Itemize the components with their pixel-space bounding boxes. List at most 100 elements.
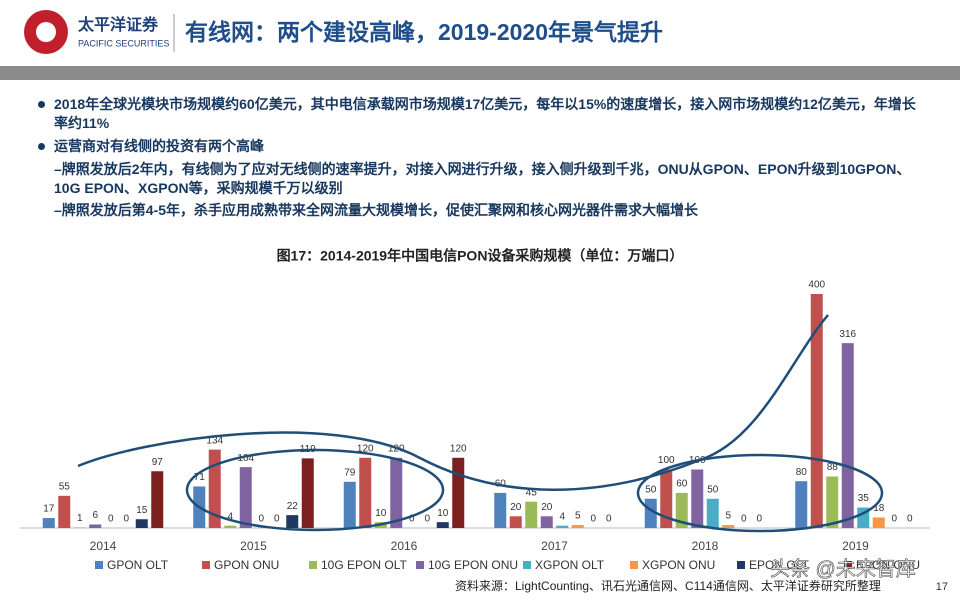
bar	[691, 469, 704, 528]
value-label: 97	[152, 457, 164, 468]
bullet-text: 运营商对有线侧的投资有两个高峰	[54, 138, 264, 154]
value-label: 5	[575, 511, 581, 522]
bar	[494, 492, 507, 528]
legend-label: XGPON ONU	[642, 558, 715, 572]
value-label: 80	[796, 467, 808, 478]
value-label: 18	[873, 503, 885, 514]
bar	[436, 522, 449, 528]
x-tick-label: 2016	[391, 539, 418, 553]
bar	[286, 515, 299, 528]
value-label: 20	[541, 502, 553, 513]
value-label: 1	[77, 513, 83, 524]
value-label: 0	[108, 514, 114, 525]
bar	[722, 525, 735, 528]
value-label: 0	[590, 514, 596, 525]
header-bar	[0, 66, 960, 80]
value-label: 134	[206, 435, 223, 446]
bar	[390, 457, 403, 528]
legend-label: GPON OLT	[107, 558, 169, 572]
value-label: 316	[839, 329, 856, 340]
value-label: 400	[808, 280, 825, 291]
value-label: 79	[344, 467, 356, 478]
bar	[73, 527, 86, 528]
value-label: 88	[827, 462, 839, 473]
watermark: 头条 @未来智库	[770, 557, 916, 580]
value-label: 22	[287, 501, 299, 512]
bullet-dot	[38, 143, 45, 150]
bar	[841, 343, 854, 528]
value-label: 0	[409, 514, 415, 525]
bar	[42, 518, 55, 528]
value-label: 10	[437, 508, 449, 519]
value-label: 60	[676, 479, 688, 490]
legend-label: GPON ONU	[214, 558, 279, 572]
value-label: 50	[645, 484, 657, 495]
x-tick-label: 2014	[90, 539, 117, 553]
value-label: 35	[858, 493, 870, 504]
bar	[135, 519, 148, 528]
value-label: 71	[194, 472, 206, 483]
bar	[810, 294, 823, 528]
x-tick-label: 2019	[842, 539, 869, 553]
value-label: 20	[510, 502, 522, 513]
bar	[706, 498, 719, 528]
value-label: 120	[357, 443, 374, 454]
bullet-dot	[38, 101, 45, 108]
value-label: 55	[59, 481, 71, 492]
value-label: 17	[43, 504, 55, 515]
legend-swatch	[737, 561, 745, 569]
legend-label: 10G EPON ONU	[428, 558, 518, 572]
bar	[525, 501, 538, 528]
sub-bullet: –牌照发放后2年内，有线侧为了应对无线侧的速率提升，对接入网进行升级，接入侧升级…	[54, 161, 911, 196]
value-label: 0	[258, 514, 264, 525]
highlight-ellipse	[185, 448, 445, 532]
value-label: 0	[891, 514, 897, 525]
bar	[571, 525, 584, 528]
legend-label: EPON ONU	[856, 558, 920, 572]
highlight-ellipse	[636, 453, 884, 533]
value-label: 0	[741, 514, 747, 525]
legend-swatch	[95, 561, 103, 569]
logo-cn: 太平洋证券	[77, 15, 159, 34]
value-label: 0	[274, 514, 280, 525]
bar	[644, 498, 657, 528]
value-label: 6	[92, 510, 98, 521]
value-label: 50	[707, 484, 719, 495]
value-label: 0	[424, 514, 430, 525]
bar	[452, 457, 465, 528]
value-label: 0	[756, 514, 762, 525]
bar	[89, 524, 102, 528]
legend-label: EPON OLT	[749, 558, 809, 572]
value-label: 0	[606, 514, 612, 525]
bar	[795, 481, 808, 528]
bar	[660, 469, 673, 528]
sub-bullet: –牌照发放后第4-5年，杀手应用成熟带来全网流量大规模增长，促使汇聚网和核心网光…	[54, 202, 699, 218]
logo-en: PACIFIC SECURITIES	[78, 38, 169, 48]
legend-swatch	[844, 561, 852, 569]
legend-swatch	[416, 561, 424, 569]
bar	[224, 525, 237, 528]
bullet-text: 2018年全球光模块市场规模约60亿美元，其中电信承载网市场规模17亿美元，每年…	[54, 96, 916, 131]
value-label: 0	[907, 514, 913, 525]
bar	[675, 492, 688, 528]
bar	[239, 467, 252, 528]
value-label: 5	[725, 511, 731, 522]
legend-swatch	[523, 561, 531, 569]
x-tick-label: 2015	[240, 539, 267, 553]
legend-swatch	[202, 561, 210, 569]
bar	[509, 516, 522, 528]
legend-swatch	[630, 561, 638, 569]
chart-title: 图17：2014-2019年中国电信PON设备采购规模（单位：万端口）	[277, 248, 684, 264]
value-label: 10	[375, 508, 387, 519]
value-label: 0	[123, 514, 129, 525]
bar	[208, 449, 221, 528]
value-label: 100	[658, 455, 675, 466]
value-label: 120	[450, 443, 467, 454]
bar	[343, 481, 356, 528]
bar	[826, 476, 839, 528]
x-tick-label: 2017	[541, 539, 568, 553]
bar	[540, 516, 553, 528]
value-label: 45	[526, 487, 538, 498]
